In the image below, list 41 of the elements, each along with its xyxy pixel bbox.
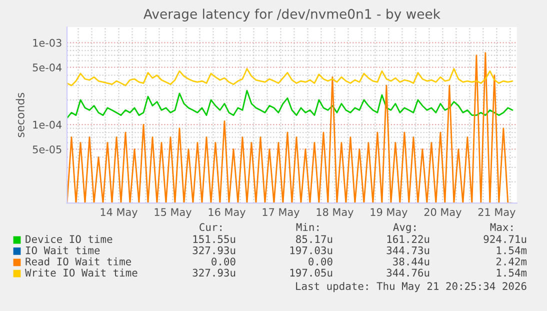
x-tick-label: 18 May (316, 208, 354, 218)
text: 1.54m (496, 246, 527, 254)
text: Min: (296, 222, 318, 231)
chart-title: Average latency for /dev/nvme0n1 - by week (144, 8, 440, 22)
x-tick-label: 21 May (478, 208, 516, 218)
x-tick-label: 20 May (424, 208, 462, 218)
y-tick-label: 5e-04 (32, 64, 62, 72)
x-tick-label: 16 May (208, 208, 246, 218)
x-tick-label: 19 May (370, 208, 408, 218)
text: 344.73u (386, 246, 430, 254)
text: Cur: (200, 223, 222, 232)
y-tick-label: 5e-05 (32, 145, 62, 154)
text: 344.76u (386, 268, 430, 277)
text: 327.93u (192, 246, 236, 254)
y-tick-label: 1e-03 (33, 38, 62, 47)
text: Last update: Thu May 21 20:25:34 2026 (296, 282, 526, 292)
text: 38.44u (393, 258, 430, 266)
text: 161.22u (387, 235, 430, 244)
text: 0.00 (308, 258, 332, 266)
legend-label: Device IO time (26, 234, 112, 244)
x-tick-label: 17 May (262, 208, 300, 218)
y-axis-title: seconds (16, 92, 24, 138)
text: Avg: (393, 223, 416, 234)
y-tick-label: 1e-04 (33, 120, 62, 129)
x-tick-label: 15 May (154, 208, 192, 218)
legend-label: Write IO Wait time (25, 268, 138, 277)
text: Max: (490, 223, 512, 232)
text: 924.71u (484, 235, 526, 244)
text: 197.03u (290, 246, 332, 254)
line-series (67, 68, 514, 86)
text: 1.54m (496, 268, 527, 277)
text: 85.17u (296, 235, 332, 244)
text: 0.00 (212, 258, 236, 266)
text: 197.05u (290, 268, 332, 277)
text: 2.42m (496, 258, 527, 266)
legend-label: IO Wait time (26, 246, 100, 254)
text: 151.55u (193, 235, 236, 244)
text: 327.93u (192, 268, 236, 277)
line-series (67, 90, 514, 119)
legend-label: Read IO Wait time (26, 257, 131, 266)
x-tick-label: 14 May (100, 208, 138, 218)
